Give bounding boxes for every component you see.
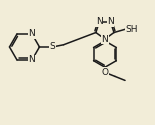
Text: N: N — [102, 35, 108, 44]
Text: N: N — [96, 17, 103, 26]
Text: S: S — [50, 42, 55, 51]
Text: N: N — [29, 30, 35, 38]
Text: N: N — [29, 56, 35, 64]
Text: O: O — [101, 68, 108, 77]
Text: SH: SH — [125, 25, 138, 34]
Text: N: N — [107, 17, 114, 26]
